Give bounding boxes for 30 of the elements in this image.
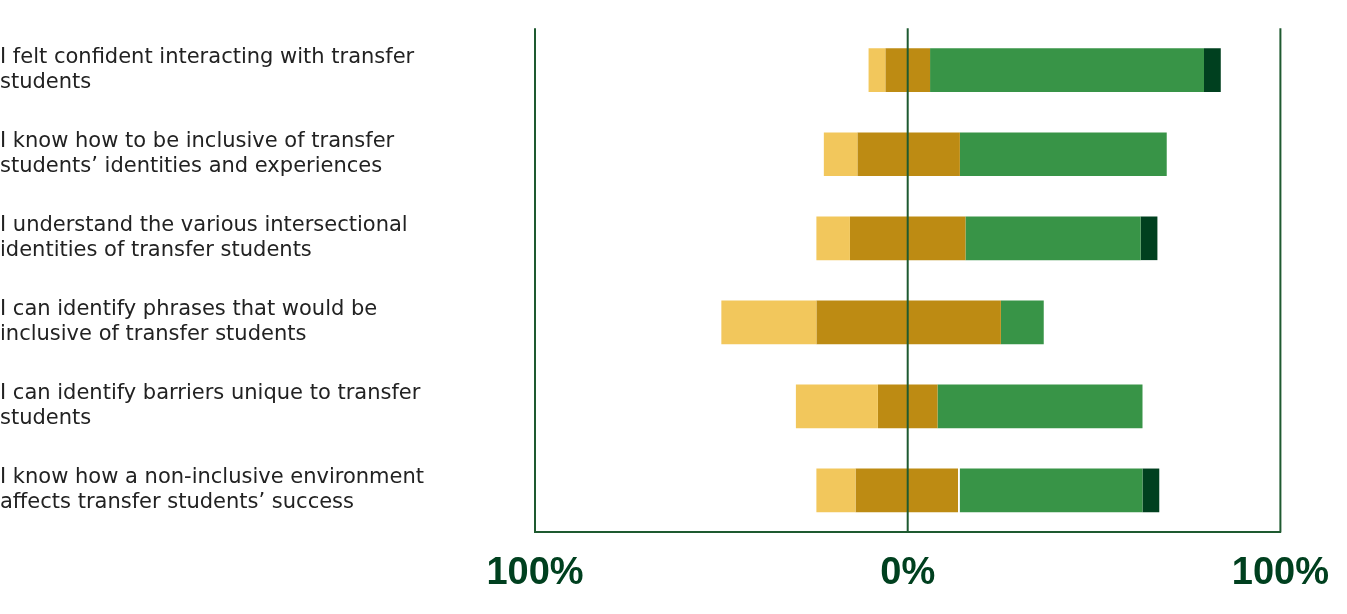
bar	[721, 300, 817, 345]
y-tick-label: I know how a non-inclusive environment affects transfer students’ success	[0, 464, 425, 514]
bar	[965, 216, 1141, 261]
bar	[855, 468, 959, 513]
bar	[1142, 468, 1160, 513]
bar	[1204, 48, 1221, 93]
bar	[849, 216, 966, 261]
bar	[816, 468, 856, 513]
bar	[959, 468, 1143, 513]
bar	[857, 132, 960, 177]
bar	[877, 384, 938, 429]
bar	[823, 132, 858, 177]
bar	[959, 132, 1167, 177]
x-tick-label: 100%	[486, 549, 584, 592]
y-tick-label: I know how to be inclusive of transfer students’ identities and experiences	[0, 128, 395, 178]
bar	[868, 48, 886, 93]
y-tick-label: I can identify phrases that would be inclusive of transfer students	[0, 296, 378, 346]
bar	[795, 384, 878, 429]
x-tick-label: 0%	[880, 549, 936, 592]
bar	[1140, 216, 1158, 261]
bar	[930, 48, 1204, 93]
bar	[937, 384, 1143, 429]
bar	[1000, 300, 1044, 345]
bar	[816, 216, 850, 261]
y-tick-label: I understand the various intersectional identities of transfer students	[0, 212, 408, 262]
y-tick-label: I felt confident interacting with transfer students	[0, 44, 415, 94]
bar	[885, 48, 931, 93]
y-tick-label: I can identify barriers unique to transfer students	[0, 380, 421, 430]
x-tick-label: 100%	[1231, 549, 1330, 592]
bar	[816, 300, 1001, 345]
